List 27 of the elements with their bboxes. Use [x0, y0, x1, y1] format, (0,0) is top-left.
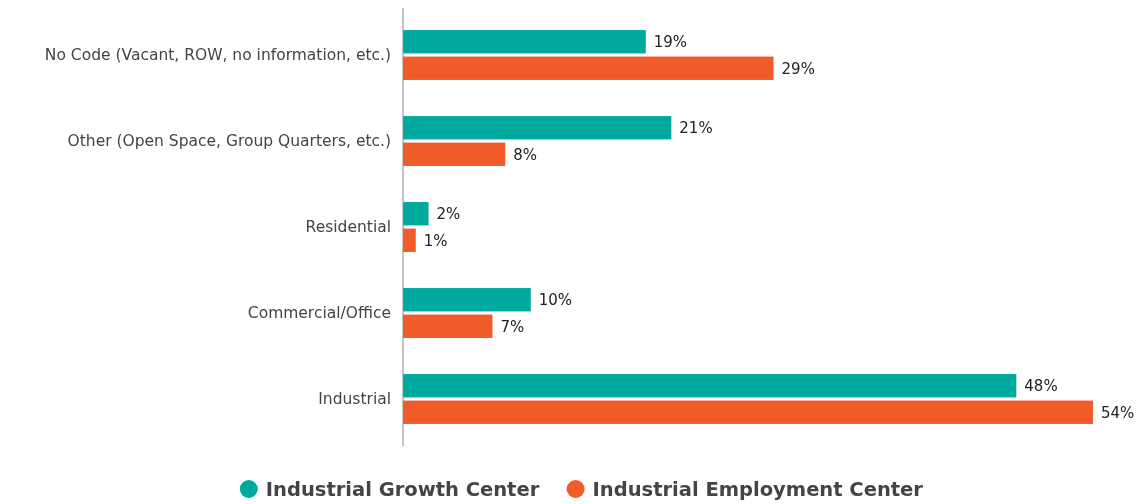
data-label: 48%	[1024, 376, 1058, 395]
bar	[403, 314, 493, 338]
bar	[403, 228, 416, 252]
bar	[403, 142, 506, 166]
y-tick-label: Industrial	[318, 390, 391, 409]
data-label: 1%	[423, 231, 448, 250]
bar	[403, 30, 646, 54]
y-tick-label: Other (Open Space, Group Quarters, etc.)	[67, 132, 391, 151]
bar	[403, 400, 1093, 424]
data-label: 29%	[781, 59, 815, 78]
y-tick-label: Commercial/Office	[247, 304, 391, 323]
data-label: 8%	[513, 145, 538, 164]
data-label: 7%	[500, 317, 525, 336]
data-label: 21%	[679, 118, 713, 137]
data-label: 10%	[538, 290, 573, 309]
legend-label: Industrial Growth Center	[265, 477, 540, 501]
data-label: 19%	[653, 32, 688, 51]
bar	[403, 374, 1017, 398]
data-label: 2%	[436, 204, 461, 223]
y-tick-label: Residential	[305, 218, 391, 237]
legend-label: Industrial Employment Center	[592, 477, 924, 501]
bar	[403, 56, 774, 80]
bar	[403, 116, 672, 140]
bar	[403, 202, 429, 226]
bar	[403, 288, 531, 312]
y-tick-label: No Code (Vacant, ROW, no information, etc.)	[44, 46, 391, 65]
data-label: 54%	[1101, 403, 1135, 422]
